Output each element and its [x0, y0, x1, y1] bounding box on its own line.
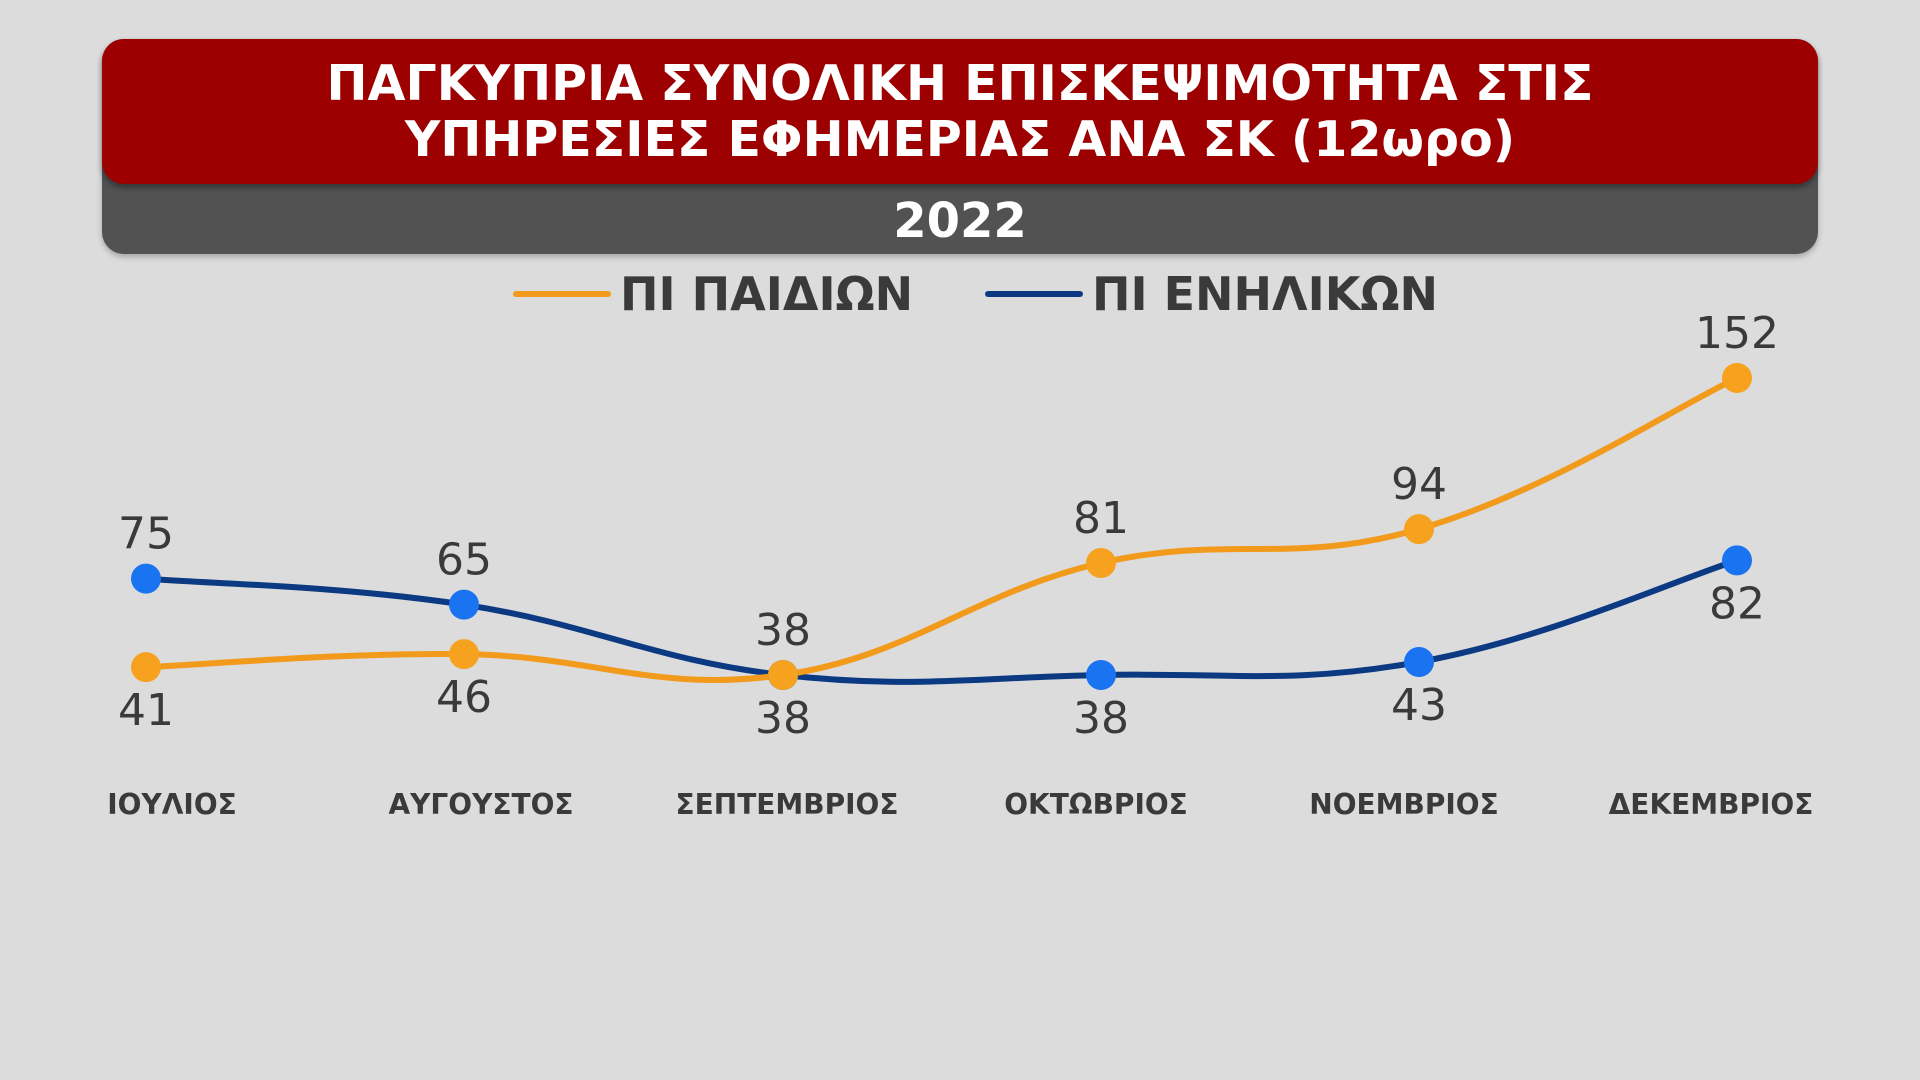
data-label-adults: 65 [436, 535, 492, 586]
data-label-children: 152 [1695, 308, 1779, 359]
legend-label-children: ΠΙ ΠΑΙΔΙΩΝ [620, 267, 913, 321]
data-label-children: 38 [755, 605, 811, 656]
data-point-children [768, 660, 798, 690]
legend-label-adults: ΠΙ ΕΝΗΛΙΚΩΝ [1092, 267, 1438, 321]
data-point-adults [131, 563, 161, 594]
data-point-adults [1086, 660, 1116, 690]
data-label-adults: 75 [118, 509, 174, 560]
header-block: 2022 ΠΑΓΚΥΠΡΙΑ ΣΥΝΟΛΙΚΗ ΕΠΙΣΚΕΨΙΜΟΤΗΤΑ Σ… [102, 39, 1818, 254]
chart-title: ΠΑΓΚΥΠΡΙΑ ΣΥΝΟΛΙΚΗ ΕΠΙΣΚΕΨΙΜΟΤΗΤΑ ΣΤΙΣ Υ… [102, 39, 1818, 184]
data-label-adults: 82 [1709, 578, 1765, 629]
data-point-children [1722, 363, 1752, 393]
series-line-adults [143, 557, 1740, 685]
data-label-children: 94 [1391, 459, 1447, 510]
data-point-adults [1404, 646, 1434, 677]
chart-title-line-2: ΥΠΗΡΕΣΙΕΣ ΕΦΗΜΕΡΙΑΣ ΑΝΑ ΣΚ (12ωρο) [404, 110, 1516, 168]
x-tick-label: ΔΕΚΕΜΒΡΙΟΣ [1609, 788, 1814, 821]
data-label-adults: 38 [1073, 693, 1129, 744]
year-label: 2022 [893, 192, 1027, 249]
data-label-children: 81 [1073, 493, 1129, 544]
chart-title-line-1: ΠΑΓΚΥΠΡΙΑ ΣΥΝΟΛΙΚΗ ΕΠΙΣΚΕΨΙΜΟΤΗΤΑ ΣΤΙΣ [326, 54, 1594, 112]
data-point-children [1404, 514, 1434, 545]
data-label-adults: 38 [755, 693, 811, 744]
x-tick-label: ΝΟΕΜΒΡΙΟΣ [1309, 788, 1498, 821]
data-label-adults: 43 [1391, 680, 1447, 731]
series-line-children [143, 375, 1740, 683]
data-point-adults [1722, 545, 1752, 576]
data-point-adults [449, 589, 479, 620]
data-point-children [449, 639, 479, 670]
x-tick-label: ΟΚΤΩΒΡΙΟΣ [1004, 788, 1188, 821]
x-tick-label: ΙΟΥΛΙΟΣ [107, 788, 237, 821]
x-tick-label: ΑΥΓΟΥΣΤΟΣ [388, 788, 573, 821]
data-label-children: 46 [436, 672, 492, 723]
data-point-children [131, 652, 161, 683]
x-tick-label: ΣΕΠΤΕΜΒΡΙΟΣ [676, 788, 899, 821]
data-label-children: 41 [118, 685, 174, 736]
data-point-children [1086, 547, 1116, 578]
